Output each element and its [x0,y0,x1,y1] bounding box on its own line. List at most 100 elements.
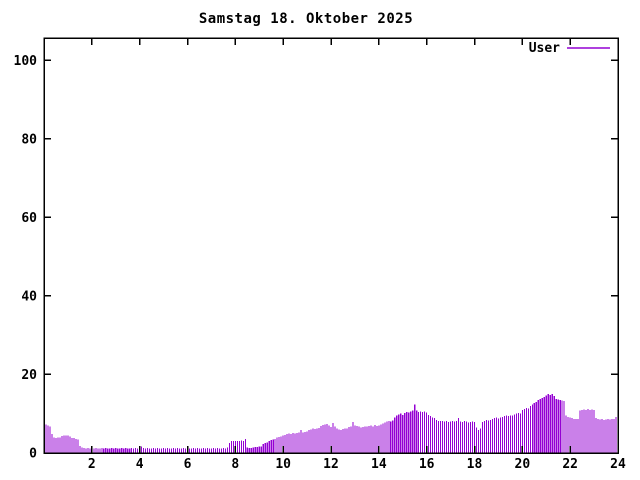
bar [270,440,272,453]
bar [63,435,65,453]
bar [171,448,173,453]
bar [174,448,177,453]
bar [310,429,312,453]
bar [101,447,103,453]
bar [426,412,428,453]
x-tick-label: 4 [136,457,144,472]
bar [344,428,346,453]
bar [284,434,286,453]
bar [59,437,61,453]
bar [513,414,515,453]
bar [342,429,344,453]
bar [553,396,555,453]
bar [69,436,71,453]
bar [250,447,252,453]
bar [551,394,553,453]
bar [505,415,507,453]
x-tick-label: 22 [562,457,578,472]
bar [537,400,539,453]
bar [362,427,364,453]
bar [428,414,430,453]
bar [436,420,438,453]
y-tick-label: 0 [29,447,37,462]
bar [214,448,216,453]
bar [236,440,238,453]
bar [206,447,208,453]
bar [392,420,394,453]
bar [238,441,240,453]
bar [404,412,406,453]
bar [561,400,563,453]
bar [135,447,137,453]
bar [109,448,111,453]
bar [591,409,593,453]
bar [422,412,424,453]
bar [87,447,89,453]
bar [523,409,525,453]
bar [103,448,105,453]
bar [182,447,185,453]
bar [595,418,597,453]
bar [220,448,222,453]
bar [274,438,276,453]
bar [210,448,212,453]
bar [117,448,119,453]
x-tick-label: 24 [610,457,626,472]
bar [119,448,121,453]
bar [507,416,509,453]
bar [85,448,87,453]
chart-title: Samstag 18. Oktober 2025 [199,11,413,27]
bar [320,425,322,453]
bar [585,409,587,453]
bar [306,431,308,453]
bar [143,447,145,453]
bar [55,438,57,453]
legend-label: User [529,41,560,56]
bar [167,447,169,453]
bar [394,417,396,453]
bar [200,448,202,453]
bar [599,419,601,453]
bar [53,437,55,453]
bar [483,420,486,453]
bar [479,428,482,453]
bar [615,416,617,453]
bar [161,448,163,453]
bar [503,416,505,453]
bar [149,448,151,453]
bar [204,448,206,453]
bar [471,421,474,453]
bar [71,438,73,453]
bar [111,447,113,453]
bar [246,447,248,453]
bar [131,447,133,453]
bar [298,432,300,453]
y-tick-label: 60 [21,211,37,226]
bar [266,442,268,453]
x-tick-label: 2 [88,457,96,472]
bar [352,421,354,453]
bar [559,400,561,453]
bar [515,413,517,453]
bar [169,448,171,453]
bar [328,425,330,453]
bar [190,448,193,453]
bar [93,448,95,453]
axis-ticks [44,38,619,454]
y-tick-label: 40 [21,289,37,304]
bar [396,415,398,453]
bar [105,447,107,453]
bar [473,421,476,453]
bar [216,447,218,453]
bar [157,447,159,453]
bar [153,447,155,453]
bar [288,433,290,453]
bar [372,426,374,453]
bar [414,404,416,453]
bar [338,429,340,453]
bar [360,427,362,453]
bar [547,394,549,453]
bar [89,448,91,453]
bar [583,409,585,453]
